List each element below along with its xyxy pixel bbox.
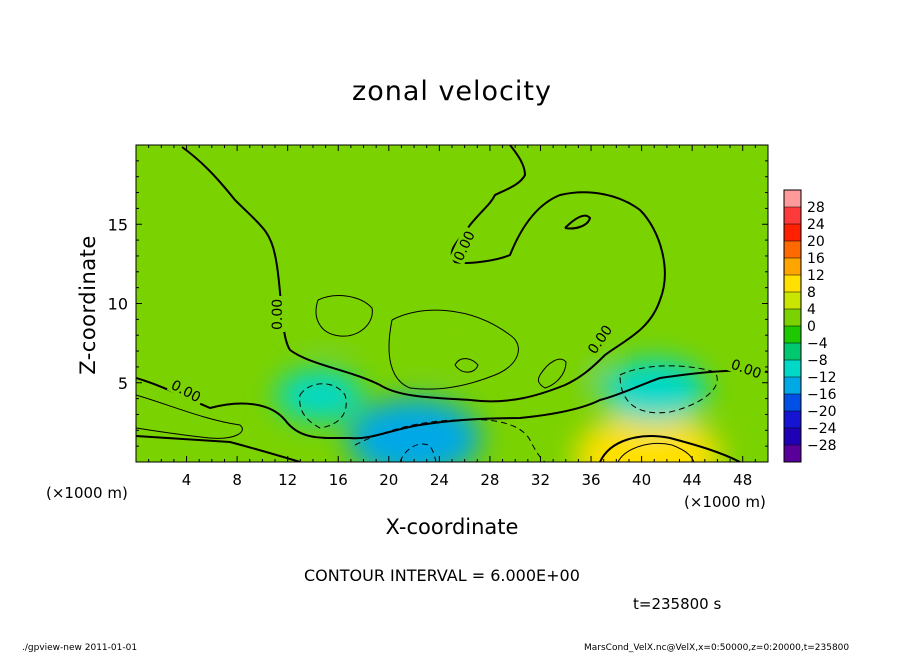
contour-label-bg — [727, 355, 767, 383]
x-tick-label: 16 — [329, 471, 348, 489]
colorbar-label: 24 — [807, 217, 825, 233]
colorbar-segment — [784, 207, 801, 224]
colorbar-label: −4 — [807, 336, 828, 352]
contour-label-bg — [583, 319, 617, 359]
colorbar-label: −20 — [807, 404, 837, 420]
positive-contour-bottom — [617, 443, 695, 462]
colorbar-segment — [784, 360, 801, 377]
contour-label-bg — [269, 296, 285, 332]
value-blob — [347, 398, 481, 462]
footer-source: MarsCond_VelX.nc@VelX,x=0:50000,z=0:2000… — [584, 643, 850, 653]
x-tick-label: 24 — [430, 471, 449, 489]
value-blob — [291, 283, 386, 340]
x-tick-label: 8 — [232, 471, 242, 489]
value-blob — [275, 369, 363, 422]
negative-contour-left — [299, 383, 347, 429]
contour-label: 0.00 — [270, 299, 286, 330]
colorbar-segment — [784, 394, 801, 411]
zero-contour-small — [564, 214, 592, 230]
contour-label-bg — [166, 375, 207, 407]
negative-contour-bottom — [354, 419, 546, 462]
x-tick-label: 32 — [531, 471, 550, 489]
zero-contour-right-bottom — [599, 435, 741, 462]
x-tick-label: 20 — [379, 471, 398, 489]
colorbar-segment — [784, 326, 801, 343]
contour-interval-label: CONTOUR INTERVAL = 6.000E+00 — [304, 566, 580, 585]
y-tick-label: 5 — [118, 374, 128, 393]
colorbar-segment — [784, 275, 801, 292]
colorbar-label: 28 — [807, 200, 825, 216]
colorbar-label: −24 — [807, 421, 837, 437]
x-tick-label: 28 — [480, 471, 499, 489]
colorbar-label: 0 — [807, 319, 816, 335]
time-label: t=235800 s — [633, 595, 722, 613]
colorbar-label: −8 — [807, 353, 828, 369]
colorbar-segment — [784, 445, 801, 462]
footer-program: ./gpview-new 2011-01-01 — [22, 643, 138, 653]
negative-contours — [299, 365, 718, 462]
colorbar-label: 16 — [807, 251, 825, 267]
positive-contour-left — [136, 394, 243, 439]
contour-label-layer: 0.000.000.000.000.00 — [166, 225, 767, 407]
y-axis-label: Z-coordinate — [76, 235, 100, 375]
colorbar-segment — [784, 411, 801, 428]
y-tick-label: 10 — [108, 295, 128, 314]
x-tick-label: 48 — [733, 471, 752, 489]
x-tick-label: 36 — [581, 471, 600, 489]
colorbar-segment — [784, 343, 801, 360]
colorbar-label: 20 — [807, 234, 825, 250]
negative-contour-right — [619, 365, 718, 414]
colorbar-label: 8 — [807, 285, 816, 301]
colorbar-label: −12 — [807, 370, 837, 386]
colorbar-segment — [784, 224, 801, 241]
colorbar-segment — [784, 241, 801, 258]
x-tick-label: 44 — [683, 471, 702, 489]
colorbar-label: 12 — [807, 268, 825, 284]
x-tick-label: 40 — [632, 471, 651, 489]
x-unit-label-left: (×1000 m) — [46, 484, 128, 502]
contour-label-bg — [449, 225, 480, 266]
positive-contour-center — [388, 309, 519, 390]
thin-contours — [136, 295, 695, 462]
plot-area: 0.000.000.000.000.00 — [136, 145, 768, 462]
positive-contour-blob — [454, 358, 479, 373]
colorbar-segment — [784, 377, 801, 394]
colorbar-segment — [784, 292, 801, 309]
positive-contour-side — [537, 358, 567, 389]
colorbar-segment — [784, 428, 801, 445]
chart-title: zonal velocity — [352, 76, 552, 107]
zero-contour-low — [136, 369, 768, 440]
x-tick-label: 12 — [278, 471, 297, 489]
value-blob — [574, 413, 722, 462]
zero-contour-bottom — [136, 435, 301, 462]
x-axis-label: X-coordinate — [385, 515, 519, 539]
colorbar-label: −16 — [807, 387, 837, 403]
colorbar-label: 4 — [807, 302, 816, 318]
colorbar-label: −28 — [807, 438, 837, 454]
x-tick-label: 4 — [182, 471, 192, 489]
colorbar-segment — [784, 258, 801, 275]
colorbar-segment — [784, 309, 801, 326]
positive-contour-upper — [315, 295, 373, 337]
x-unit-label-right: (×1000 m) — [684, 493, 766, 511]
colorbar-segment — [784, 190, 801, 207]
y-tick-label: 15 — [108, 215, 128, 234]
negative-contour-core — [399, 443, 437, 462]
